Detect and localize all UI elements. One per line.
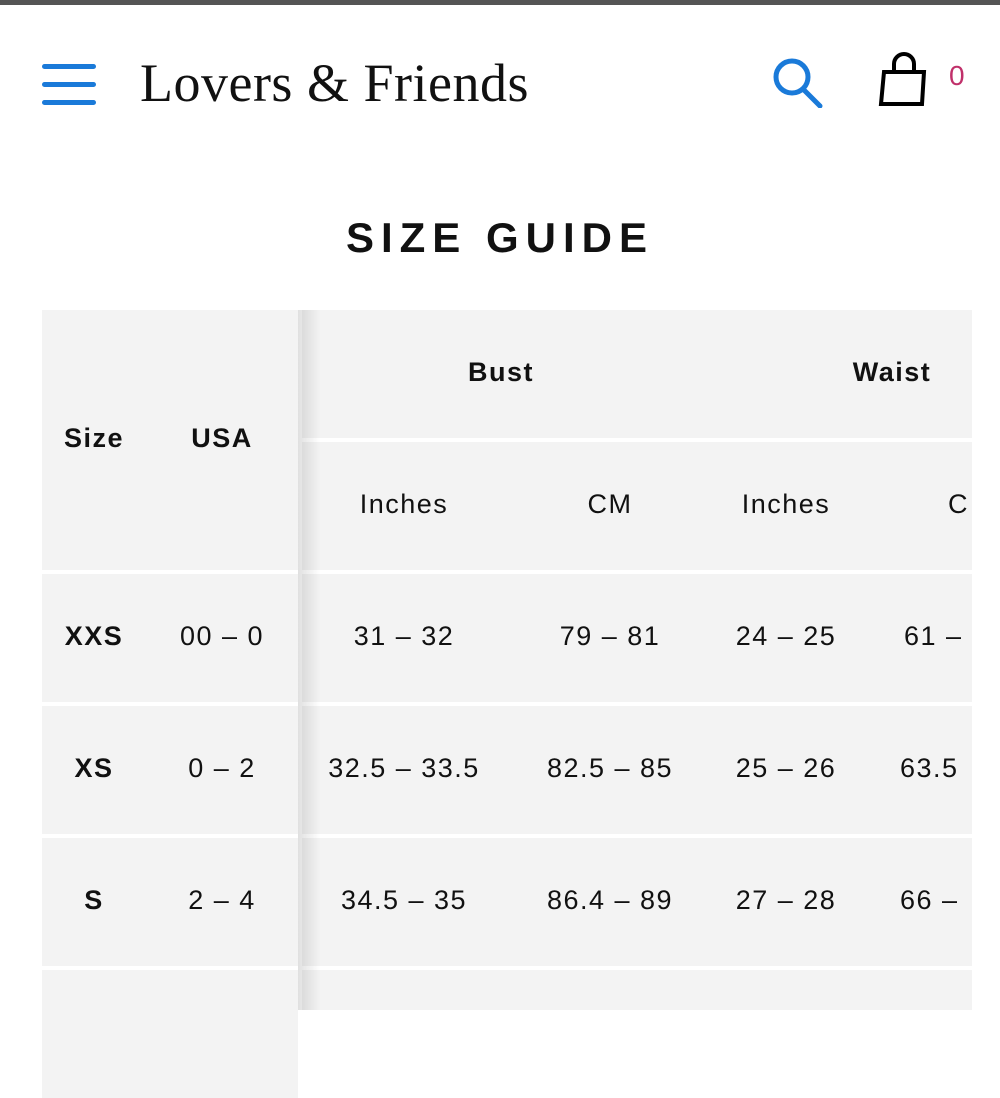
- table-row: [302, 970, 972, 1010]
- size-cell: XS: [74, 753, 114, 783]
- value-cell: 27 – 28: [735, 885, 837, 915]
- group-header-waist: Waist: [852, 357, 932, 387]
- logo[interactable]: Lovers & Friends: [140, 53, 529, 113]
- unit-header: Inches: [359, 489, 449, 519]
- cart-count-badge: 0: [949, 60, 965, 91]
- size-cell: S: [84, 885, 104, 915]
- size-cell: XXS: [64, 621, 124, 651]
- usa-cell: 00 – 0: [179, 621, 265, 651]
- column-header-size: Size: [63, 423, 125, 453]
- value-cell: 31 – 32: [353, 621, 455, 651]
- size-table-scroll-area[interactable]: Bust Waist Inches CM Inches C 31 – 32 79…: [302, 310, 972, 1010]
- value-cell: 24 – 25: [735, 621, 837, 651]
- shopping-bag-icon[interactable]: [876, 52, 932, 108]
- usa-cell: 2 – 4: [188, 885, 256, 915]
- value-cell: 82.5 – 85: [546, 753, 674, 783]
- value-cell: 86.4 – 89: [546, 885, 674, 915]
- group-header-row: [302, 310, 972, 438]
- search-icon[interactable]: [768, 56, 828, 108]
- hamburger-line: [42, 100, 96, 105]
- value-cell: 32.5 – 33.5: [328, 753, 480, 783]
- unit-header: Inches: [741, 489, 831, 519]
- table-row: [42, 574, 298, 702]
- value-cell: 25 – 26: [735, 753, 837, 783]
- table-row: [302, 706, 972, 834]
- header-cell: [42, 310, 298, 570]
- value-cell: 63.5: [900, 753, 959, 783]
- column-header-usa: USA: [191, 423, 253, 453]
- table-row: [42, 970, 298, 1098]
- unit-header-row: [302, 442, 972, 570]
- size-table-fixed-columns: Size USA XXS 00 – 0 XS 0 – 2 S 2 – 4: [42, 310, 298, 1098]
- menu-button[interactable]: [42, 64, 96, 106]
- unit-header: CM: [587, 489, 633, 519]
- status-bar: [0, 0, 1000, 5]
- value-cell: 61 –: [904, 621, 963, 651]
- usa-cell: 0 – 2: [188, 753, 256, 783]
- table-row: [302, 838, 972, 966]
- value-cell: 66 –: [900, 885, 959, 915]
- group-header-bust: Bust: [468, 357, 534, 387]
- table-row: [302, 574, 972, 702]
- page-title: SIZE GUIDE: [345, 214, 655, 261]
- hamburger-icon: [42, 64, 96, 69]
- value-cell: 34.5 – 35: [340, 885, 468, 915]
- hamburger-line: [42, 82, 96, 87]
- table-row: [42, 838, 298, 966]
- value-cell: 79 – 81: [559, 621, 661, 651]
- unit-header: C: [948, 489, 969, 519]
- table-row: [42, 706, 298, 834]
